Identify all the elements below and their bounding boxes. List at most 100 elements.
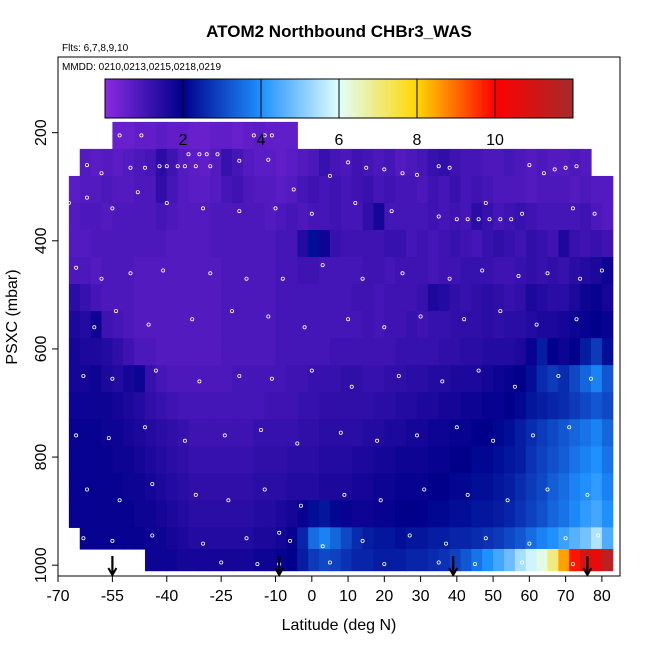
heatmap-cell (416, 548, 429, 572)
heatmap-cell (373, 527, 385, 550)
sample-point (200, 541, 205, 546)
heatmap-cell (123, 284, 135, 312)
heatmap-cell (460, 257, 472, 285)
sample-point (66, 200, 71, 205)
heatmap-cell (427, 230, 440, 258)
heatmap-cell (145, 202, 157, 231)
heatmap-cell (145, 284, 157, 312)
heatmap-cell (308, 500, 320, 528)
sample-point (364, 165, 369, 170)
heatmap-cell (460, 500, 472, 528)
heatmap-cell (558, 175, 570, 204)
heatmap-cell (482, 365, 494, 393)
heatmap-cell (319, 257, 331, 285)
heatmap-cell (210, 257, 222, 285)
sample-point (193, 492, 198, 497)
heatmap-cell (155, 419, 168, 447)
heatmap-cell (155, 284, 168, 312)
heatmap-cell (188, 365, 201, 393)
heatmap-cell (101, 473, 113, 501)
sample-point (563, 165, 568, 170)
heatmap-cell (503, 419, 516, 447)
heatmap-cell (329, 500, 342, 528)
heatmap-cell (460, 473, 472, 501)
heatmap-cell (525, 419, 538, 447)
heatmap-cell (547, 311, 559, 339)
heatmap-cell (558, 202, 570, 231)
heatmap-cell (569, 338, 581, 366)
heatmap-cell (68, 311, 81, 339)
heatmap-cell (493, 548, 505, 572)
heatmap-cell (416, 284, 429, 312)
sample-point (454, 217, 459, 222)
heatmap-cell (123, 527, 135, 550)
heatmap-cell (558, 148, 570, 177)
heatmap-cell (547, 284, 559, 312)
heatmap-cell (134, 446, 146, 474)
heatmap-cell (112, 419, 124, 447)
heatmap-cell (449, 284, 462, 312)
heatmap-cell (308, 230, 320, 258)
heatmap-cell (319, 548, 331, 572)
heatmap-cell (308, 446, 320, 474)
heatmap-cell (232, 419, 244, 447)
heatmap-cell (188, 284, 201, 312)
heatmap-cell (166, 419, 179, 447)
heatmap-cell (134, 202, 146, 231)
y-tick-label: 1000 (33, 547, 50, 583)
heatmap-cell (590, 527, 603, 550)
heatmap-cell (362, 284, 375, 312)
heatmap-cell (68, 284, 81, 312)
sample-point (244, 276, 249, 281)
sample-point (541, 171, 546, 176)
heatmap-cell (395, 419, 407, 447)
heatmap-cell (558, 230, 570, 258)
heatmap-cell (536, 446, 549, 474)
heatmap-cell (275, 500, 288, 528)
heatmap-cell (601, 284, 614, 312)
heatmap-cell (264, 257, 277, 285)
heatmap-cell (221, 419, 233, 447)
heatmap-cell (177, 392, 190, 420)
heatmap-cell (221, 500, 233, 528)
heatmap-cell (242, 121, 255, 150)
heatmap-cell (297, 175, 309, 204)
heatmap-cell (210, 311, 222, 339)
heatmap-cell (145, 419, 157, 447)
heatmap-cell (166, 284, 179, 312)
heatmap-cell (123, 175, 135, 204)
colorbar: 2 4 6 8 10 (104, 78, 574, 149)
heatmap-cell (177, 446, 190, 474)
sample-point (440, 379, 445, 384)
heatmap-cell (460, 284, 472, 312)
heatmap-cell (166, 257, 179, 285)
sample-point (462, 317, 467, 322)
sample-point (396, 373, 401, 378)
x-tick-label: 20 (375, 588, 393, 605)
heatmap-cell (438, 365, 451, 393)
heatmap-cell (275, 148, 288, 177)
x-tick-label: -55 (101, 588, 124, 605)
heatmap-cell (493, 148, 505, 177)
sample-point (360, 538, 365, 543)
sample-point (266, 157, 271, 162)
sample-point (197, 152, 202, 157)
heatmap-cell (384, 419, 396, 447)
heatmap-cell (210, 548, 222, 572)
heatmap-cell (460, 230, 472, 258)
heatmap-cell (590, 473, 603, 501)
heatmap-cell (221, 230, 233, 258)
heatmap-cell (384, 527, 396, 550)
heatmap-cell (275, 419, 288, 447)
heatmap-cell (362, 338, 375, 366)
heatmap-cell (329, 392, 342, 420)
heatmap-cell (166, 230, 179, 258)
heatmap-cell (101, 338, 113, 366)
sample-point (81, 536, 86, 541)
heatmap-cell (145, 392, 157, 420)
sample-point (164, 164, 169, 169)
heatmap-cell (68, 365, 81, 393)
heatmap-cell (373, 148, 385, 177)
heatmap-cell (155, 230, 168, 258)
sample-point (204, 152, 209, 157)
